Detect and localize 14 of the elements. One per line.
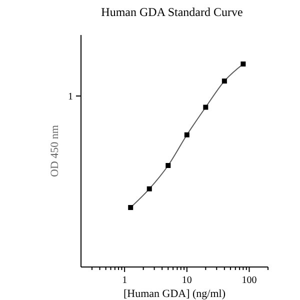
- x-tick-label: 1: [122, 275, 128, 286]
- point: [184, 132, 190, 138]
- x-tick-label: 10: [182, 275, 192, 286]
- point: [222, 78, 227, 84]
- point: [203, 104, 208, 110]
- point: [240, 62, 246, 66]
- text: 1: [68, 92, 73, 102]
- point: [128, 205, 134, 210]
- y-axis-title: OD 450 nm: [49, 124, 61, 177]
- chart-title: Human GDA Standard Curve: [101, 5, 243, 19]
- x-tick-label: 100: [242, 275, 257, 286]
- point: [166, 163, 171, 168]
- x-axis-title: [Human GDA] (ng/ml): [123, 288, 226, 300]
- point: [146, 186, 152, 192]
